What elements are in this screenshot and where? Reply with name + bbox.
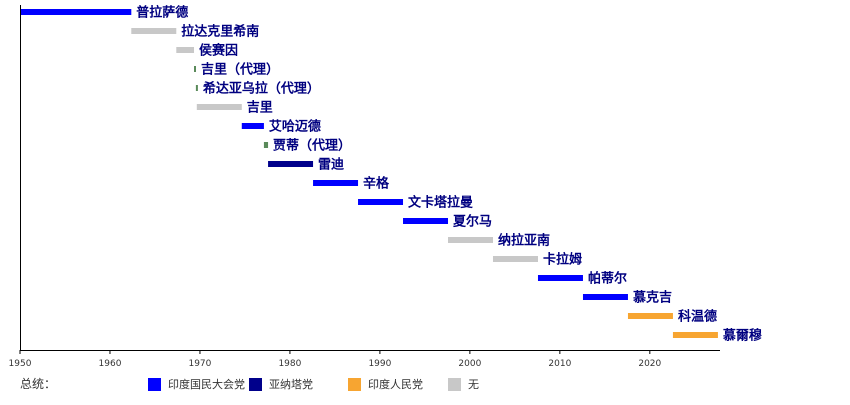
bar-label-1: 普拉萨德 bbox=[136, 5, 188, 21]
x-tick-label-1950: 1950 bbox=[9, 359, 32, 369]
axis-layer: 1950 1960 1970 1980 1990 2000 2010 2020 bbox=[9, 5, 720, 369]
bar-11 bbox=[358, 199, 404, 205]
bar-label-16: 慕克吉 bbox=[632, 290, 672, 306]
bar-16 bbox=[582, 294, 628, 300]
x-tick-label-2000: 2000 bbox=[458, 359, 481, 369]
bar-label-12: 夏尔马 bbox=[452, 214, 492, 230]
x-tick-label-1970: 1970 bbox=[188, 359, 211, 369]
bar-label-14: 卡拉姆 bbox=[543, 252, 582, 268]
bar-label-9: 雷迪 bbox=[318, 157, 344, 173]
x-tick-label-1980: 1980 bbox=[278, 359, 301, 369]
x-tick-label-1960: 1960 bbox=[99, 359, 122, 369]
bar-12 bbox=[403, 218, 449, 224]
legend-title: 总统： bbox=[20, 377, 56, 391]
bar-label-4: 吉里（代理） bbox=[201, 62, 279, 78]
bar-2 bbox=[131, 28, 177, 34]
bar-17 bbox=[627, 313, 673, 319]
bar-6 bbox=[196, 104, 242, 110]
bar-9 bbox=[268, 161, 314, 167]
bar-label-8: 贾蒂（代理） bbox=[273, 138, 351, 154]
x-tick-label-1990: 1990 bbox=[368, 359, 391, 369]
bar-label-11: 文卡塔拉曼 bbox=[408, 195, 473, 211]
x-tick-label-2010: 2010 bbox=[548, 359, 571, 369]
legend-label-janata: 亚纳塔党 bbox=[269, 378, 313, 391]
bar-13 bbox=[448, 237, 493, 243]
bar-7 bbox=[241, 123, 264, 129]
bar-label-17: 科温德 bbox=[678, 309, 717, 325]
bar-18 bbox=[672, 332, 718, 338]
legend-swatch-none bbox=[448, 378, 461, 391]
bar-label-2: 拉达克里希南 bbox=[181, 24, 259, 40]
bar-label-15: 帕蒂尔 bbox=[588, 271, 627, 287]
bar-1 bbox=[20, 9, 132, 15]
legend-swatch-janata bbox=[249, 378, 262, 391]
bar-label-3: 侯赛因 bbox=[199, 43, 238, 59]
bar-label-18: 慕爾穆 bbox=[722, 328, 762, 344]
bar-label-5: 希达亚乌拉（代理） bbox=[203, 81, 320, 97]
bar-label-6: 吉里 bbox=[247, 101, 273, 116]
legend-swatch-bjp bbox=[348, 378, 361, 391]
bars-layer bbox=[20, 9, 718, 338]
legend-label-none: 无 bbox=[468, 378, 479, 391]
legend: 总统： 印度国民大会党 亚纳塔党 印度人民党 无 bbox=[20, 377, 479, 391]
bar-label-10: 辛格 bbox=[363, 176, 390, 192]
bar-14 bbox=[492, 256, 538, 262]
bar-label-7: 艾哈迈德 bbox=[269, 119, 321, 135]
legend-swatch-inc bbox=[148, 378, 161, 391]
bar-3 bbox=[176, 47, 195, 53]
bar-8 bbox=[263, 142, 269, 148]
x-tick-label-2020: 2020 bbox=[638, 359, 661, 369]
bar-15 bbox=[537, 275, 583, 281]
bar-10 bbox=[313, 180, 359, 186]
bar-5 bbox=[195, 85, 198, 91]
bar-label-13: 纳拉亚南 bbox=[498, 233, 550, 249]
bar-4 bbox=[194, 66, 197, 72]
legend-label-bjp: 印度人民党 bbox=[368, 377, 423, 391]
legend-label-inc: 印度国民大会党 bbox=[168, 377, 245, 391]
